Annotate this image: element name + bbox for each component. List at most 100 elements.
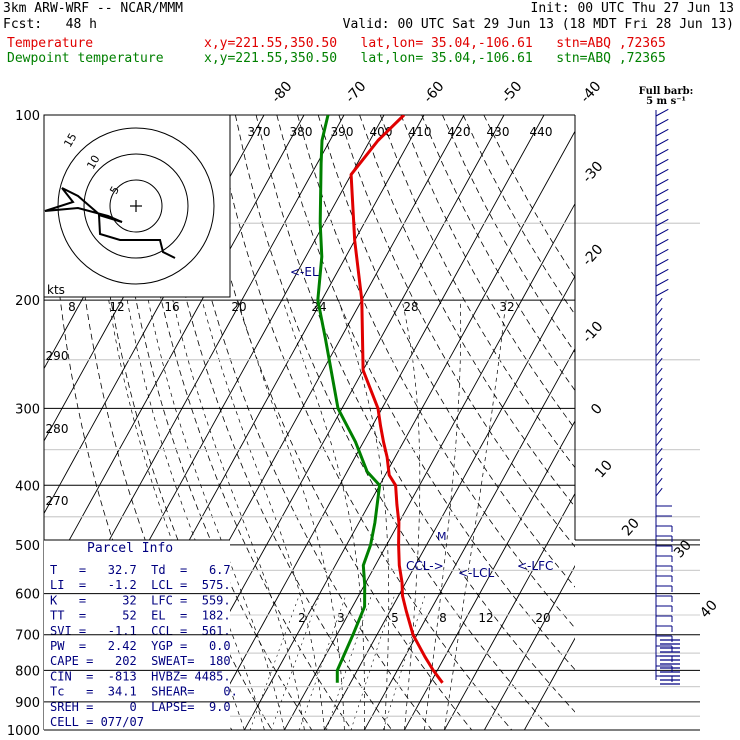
theta-label: 370 bbox=[248, 125, 271, 139]
moist-adiabat-line bbox=[282, 299, 365, 730]
mixing-ratio-line bbox=[299, 593, 347, 730]
mixing-ratio-label: 32 bbox=[499, 300, 514, 314]
wind-barb bbox=[655, 128, 669, 137]
mixing-ratio-label-lower: 2 bbox=[298, 611, 306, 625]
dry-adiabat-line bbox=[421, 115, 575, 392]
parcel-info-title: Parcel Info bbox=[87, 541, 173, 556]
isotherm-line bbox=[204, 115, 545, 730]
isotherm-label: -60 bbox=[420, 78, 447, 106]
wind-barb bbox=[655, 178, 669, 187]
wind-barb bbox=[655, 278, 669, 287]
mixing-ratio-line bbox=[383, 593, 426, 730]
dry-adiabat-line bbox=[379, 115, 575, 469]
init-time: Init: 00 UTC Thu 27 Jun 13 bbox=[530, 1, 735, 16]
pressure-label-700: 700 bbox=[15, 629, 40, 644]
dry-adiabat-line bbox=[214, 115, 513, 730]
parcel-info-row: SVI = -1.1 CCL = 561. bbox=[50, 624, 231, 638]
wind-barb bbox=[655, 387, 663, 397]
wind-barb bbox=[655, 427, 663, 437]
wind-barb bbox=[655, 487, 663, 497]
wind-barb bbox=[655, 397, 663, 407]
parcel-info-row: CAPE = 202 SWEAT= 180 bbox=[50, 654, 231, 668]
isotherm-line bbox=[404, 420, 575, 730]
isotherm-line bbox=[444, 492, 575, 730]
parcel-info-row: TT = 52 EL = 182. bbox=[50, 609, 231, 623]
moist-adiabat-line bbox=[237, 300, 345, 730]
isotherm-label: 30 bbox=[671, 537, 695, 561]
wind-barb bbox=[655, 437, 663, 447]
parcel-info-row: LI = -1.2 LCL = 575. bbox=[50, 578, 231, 592]
wind-barb bbox=[655, 457, 663, 467]
wind-barb bbox=[655, 118, 669, 127]
mixing-ratio-line bbox=[271, 593, 321, 730]
mixing-ratio-label-lower: 5 bbox=[391, 611, 399, 625]
hodograph-ring bbox=[109, 179, 163, 233]
dry-adiabat-line bbox=[359, 115, 575, 508]
isotherm-label: 20 bbox=[619, 515, 643, 539]
moist-adiabat-line bbox=[401, 300, 421, 730]
hodograph-ring-label: 10 bbox=[84, 153, 102, 172]
wind-barb bbox=[655, 377, 663, 387]
wind-barb bbox=[655, 238, 669, 247]
parcel-info-row: K = 32 LFC = 559. bbox=[50, 593, 231, 607]
isotherm-line bbox=[284, 202, 575, 730]
isotherm-label: -70 bbox=[342, 78, 369, 106]
wind-barb bbox=[655, 288, 669, 297]
mixing-ratio-label-lower: 3 bbox=[337, 611, 345, 625]
pressure-label-900: 900 bbox=[15, 696, 40, 711]
theta-label: 410 bbox=[409, 125, 432, 139]
parcel-info-row: CELL = 077/07 bbox=[50, 715, 144, 729]
dry-adiabat-line bbox=[483, 115, 575, 278]
isotherm-line bbox=[524, 637, 575, 730]
parcel-info-row: Tc = 34.1 SHEAR= 0. bbox=[50, 685, 238, 699]
forecast-hour: Fcst: 48 h bbox=[3, 17, 97, 32]
isotherm-label: -50 bbox=[498, 78, 525, 106]
isotherm-label: -10 bbox=[579, 318, 606, 346]
temperature-legend-label: Temperature bbox=[7, 36, 94, 51]
wind-barb bbox=[655, 307, 663, 317]
wind-barb bbox=[655, 297, 663, 307]
profile-dewpoint-temperature bbox=[316, 115, 382, 683]
mixing-ratio-label: 8 bbox=[68, 300, 76, 314]
wind-barb bbox=[655, 168, 669, 177]
ccl-marker: CCL-> bbox=[406, 559, 444, 573]
wind-barb bbox=[655, 108, 669, 117]
dry-adiabat-label: 280 bbox=[46, 422, 69, 436]
pressure-label-300: 300 bbox=[15, 402, 40, 417]
parcel-info-row: PW = 2.42 YGP = 0.0 bbox=[50, 639, 231, 653]
wind-barb bbox=[655, 367, 663, 377]
profile-temperature bbox=[349, 115, 444, 684]
sounding-profiles bbox=[316, 115, 444, 684]
pressure-label-1000: 1000 bbox=[7, 724, 40, 739]
mixing-ratio-label-lower: 8 bbox=[439, 611, 447, 625]
dewpoint-location: x,y=221.55,350.50 lat,lon= 35.04,-106.61… bbox=[204, 51, 666, 66]
mixing-ratio-line bbox=[249, 593, 301, 730]
pressure-label-200: 200 bbox=[15, 294, 40, 309]
theta-label: 400 bbox=[370, 125, 393, 139]
theta-label: 380 bbox=[290, 125, 313, 139]
isotherm-line bbox=[324, 275, 575, 730]
wind-barb bbox=[655, 268, 669, 277]
wind-barb bbox=[655, 258, 669, 267]
wind-barb bbox=[655, 248, 669, 257]
pressure-label-600: 600 bbox=[15, 588, 40, 603]
wind-barb bbox=[655, 327, 663, 337]
parcel-info-row: T = 32.7 Td = 6.7 bbox=[50, 563, 231, 577]
wind-barb bbox=[655, 188, 669, 197]
theta-label: 430 bbox=[487, 125, 510, 139]
lcl-marker: <-LCL bbox=[458, 566, 494, 580]
model-title: 3km ARW-WRF -- NCAR/MMM bbox=[3, 1, 184, 16]
wind-barb bbox=[655, 417, 663, 427]
dry-adiabat-line bbox=[462, 115, 575, 316]
theta-label: 440 bbox=[530, 125, 553, 139]
parcel-info-row: CIN = -813 HVBZ= 4485. bbox=[50, 669, 231, 683]
wind-barb bbox=[655, 208, 669, 217]
dry-adiabat-line bbox=[255, 115, 575, 713]
dewpoint-legend-label: Dewpoint temperature bbox=[7, 51, 164, 66]
wind-barb bbox=[655, 148, 669, 157]
wind-barb bbox=[655, 337, 663, 347]
wind-barb bbox=[655, 467, 663, 477]
pressure-label-400: 400 bbox=[15, 479, 40, 494]
